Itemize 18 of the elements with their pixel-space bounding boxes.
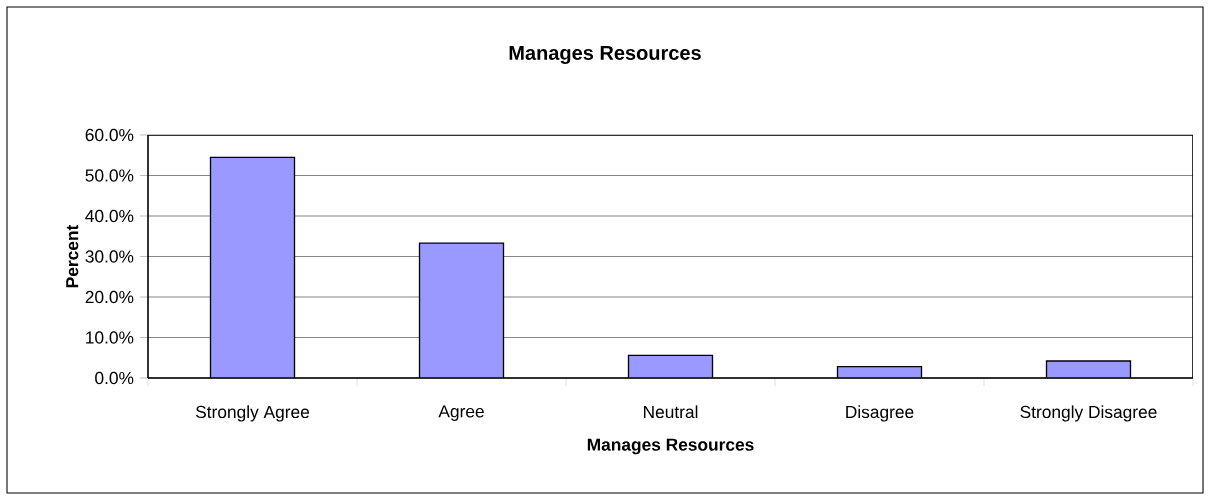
x-tick-label: Agree <box>438 405 484 421</box>
x-axis-title: Manages Resources <box>587 438 754 455</box>
x-tick-label: Strongly Agree <box>195 405 310 422</box>
x-tick-label: Strongly Disagree <box>1020 405 1157 422</box>
chart-title: Manages Resources <box>509 46 701 64</box>
y-tick-label: 50.0% <box>85 169 134 182</box>
y-tick-label: 60.0% <box>85 128 134 142</box>
x-tick-label: Disagree <box>846 405 914 422</box>
y-tick-label: 40.0% <box>85 209 134 223</box>
y-tick-label: 10.0% <box>86 331 134 344</box>
x-tick-label: Neutral <box>643 405 698 419</box>
y-tick-label: 0.0% <box>95 371 134 385</box>
bar <box>628 355 713 378</box>
bar <box>210 157 295 378</box>
y-tick-label: 30.0% <box>85 250 134 263</box>
bar <box>419 243 504 378</box>
y-tick-label: 20.0% <box>85 290 134 304</box>
y-axis-title: Percent <box>66 224 79 288</box>
